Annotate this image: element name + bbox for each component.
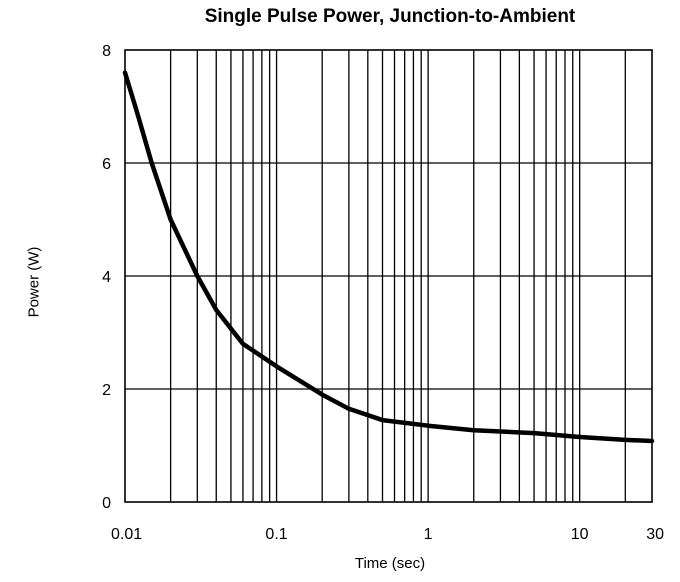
plot-frame	[124, 49, 653, 503]
y-tick-label: 4	[102, 269, 111, 286]
y-tick-label: 6	[102, 156, 111, 173]
x-tick-label: 0.1	[265, 526, 287, 543]
x-tick-label: 0.01	[111, 526, 142, 543]
x-tick-label: 1	[424, 526, 433, 543]
power-curve-line	[122, 70, 655, 444]
x-axis-label: Time (sec)	[354, 555, 426, 572]
y-tick-label: 0	[102, 495, 111, 512]
y-tick-label: 8	[102, 43, 111, 60]
y-tick-label: 2	[102, 382, 111, 399]
x-tick-label: 10	[571, 526, 589, 543]
x-tick-label: 30	[646, 526, 664, 543]
chart-title: Single Pulse Power, Junction-to-Ambient	[204, 6, 576, 27]
